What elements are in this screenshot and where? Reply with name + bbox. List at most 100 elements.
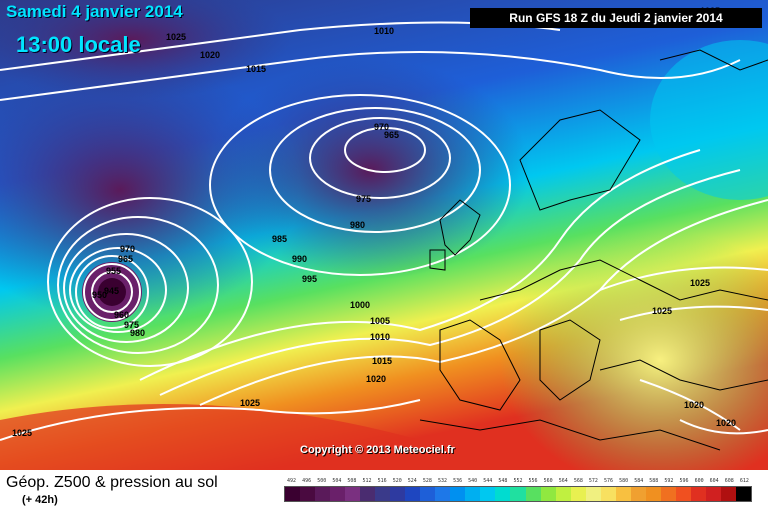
weather-map: 1025 1020 1015 1010 970 965 975 980 985 … [0, 0, 768, 470]
scale-swatch [690, 487, 706, 501]
isobar-label: 1000 [350, 300, 370, 310]
color-scale: 492 496 500 504 508 512 516 520 524 528 532 536 540 5… [284, 476, 752, 508]
scale-tick-label: 564 [558, 478, 568, 484]
scale-tick-label: 568 [573, 478, 583, 484]
scale-swatch [480, 487, 496, 501]
scale-swatch [585, 487, 601, 501]
scale-tick-label: 580 [619, 478, 629, 484]
scale-swatch [570, 487, 586, 501]
scale-swatch [540, 487, 556, 501]
scale-swatch [525, 487, 541, 501]
scale-swatch [450, 487, 466, 501]
scale-tick-label: 600 [694, 478, 704, 484]
low-core-inner [98, 278, 126, 306]
color-scale-ticks: 492 496 500 504 508 512 516 520 524 528 532 536 540 5… [284, 476, 752, 486]
cyan-zone-northeast [650, 40, 768, 200]
scale-tick-label: 596 [679, 478, 689, 484]
scale-tick-label: 548 [498, 478, 508, 484]
isobar-label: 955 [106, 266, 121, 276]
isobar-label: 985 [272, 234, 287, 244]
isobar-label: 975 [124, 320, 139, 330]
scale-tick-label: 532 [437, 478, 447, 484]
scale-tick-label: 496 [302, 478, 312, 484]
isobar-label: 975 [356, 194, 371, 204]
scale-tick-label: 576 [604, 478, 614, 484]
isobar-label: 1005 [370, 316, 390, 326]
scale-tick-label: 612 [739, 478, 749, 484]
scale-tick-label: 524 [407, 478, 417, 484]
scale-swatch [465, 487, 481, 501]
scale-tick-label: 540 [468, 478, 478, 484]
isobar-label: 1020 [366, 374, 386, 384]
isobar-labels: 1025 1020 1015 1010 970 965 975 980 985 … [12, 6, 736, 438]
isobar-label: 1025 [652, 306, 672, 316]
isobar-label: 950 [92, 290, 107, 300]
scale-tick-label: 544 [483, 478, 493, 484]
coastlines [419, 49, 768, 451]
scale-swatch [720, 487, 736, 501]
scale-swatch [675, 487, 691, 501]
scale-swatch [555, 487, 571, 501]
scale-swatch [435, 487, 451, 501]
isobar-label: 980 [130, 328, 145, 338]
scale-tick-label: 560 [543, 478, 553, 484]
scale-tick-label: 516 [377, 478, 387, 484]
scale-swatch [315, 487, 331, 501]
isobar-label: 990 [292, 254, 307, 264]
scale-swatch [300, 487, 316, 501]
isobar-label: 1020 [200, 50, 220, 60]
isobar-label: 1015 [372, 356, 392, 366]
scale-tick-label: 520 [392, 478, 402, 484]
isobar-label: 1020 [684, 400, 704, 410]
isobar-label: 1010 [370, 332, 390, 342]
scale-tick-label: 556 [528, 478, 538, 484]
scale-tick-label: 504 [332, 478, 342, 484]
scale-swatch [645, 487, 661, 501]
scale-swatch [420, 487, 436, 501]
isobar-label: 970 [374, 122, 389, 132]
scale-tick-label: 608 [724, 478, 734, 484]
isobar-label: 1025 [12, 428, 32, 438]
legend-forecast-offset: (+ 42h) [22, 494, 58, 506]
scale-swatch [330, 487, 346, 501]
isobar-label: 1025 [240, 398, 260, 408]
scale-swatch [705, 487, 721, 501]
scale-tick-label: 588 [649, 478, 659, 484]
isobar-label: 970 [120, 244, 135, 254]
scale-swatch [345, 487, 361, 501]
scale-tick-label: 592 [664, 478, 674, 484]
isobar-label: 965 [118, 254, 133, 264]
warm-zone-east [500, 230, 768, 470]
isobar-label: 980 [350, 220, 365, 230]
scale-swatch [360, 487, 376, 501]
scale-tick-label: 528 [422, 478, 432, 484]
isobar-label: 995 [302, 274, 317, 284]
isobar-label: 1020 [716, 418, 736, 428]
scale-tick-label: 508 [347, 478, 357, 484]
scale-swatch [615, 487, 631, 501]
model-run-info: Run GFS 18 Z du Jeudi 2 janvier 2014 [470, 8, 762, 28]
legend-title: Géop. Z500 & pression au sol [6, 474, 218, 491]
isobar-label: 960 [114, 310, 129, 320]
scale-tick-label: 572 [588, 478, 598, 484]
scale-swatch [600, 487, 616, 501]
scale-tick-label: 500 [317, 478, 327, 484]
scale-tick-label: 604 [709, 478, 719, 484]
scale-tick-label: 492 [287, 478, 297, 484]
isobar-label: 945 [104, 286, 119, 296]
isobars [0, 21, 768, 441]
scale-swatch [510, 487, 526, 501]
scale-swatch [630, 487, 646, 501]
scale-swatch [390, 487, 406, 501]
scale-tick-label: 552 [513, 478, 523, 484]
color-scale-bar [284, 486, 752, 502]
scale-swatch [405, 487, 421, 501]
scale-swatch [495, 487, 511, 501]
scale-swatch [735, 487, 751, 501]
isobar-label: 965 [384, 130, 399, 140]
scale-swatch [375, 487, 391, 501]
scale-tick-label: 512 [362, 478, 372, 484]
isobar-label: 1010 [374, 26, 394, 36]
forecast-local-time: 13:00 locale [16, 32, 141, 57]
isobar-label: 1025 [166, 32, 186, 42]
